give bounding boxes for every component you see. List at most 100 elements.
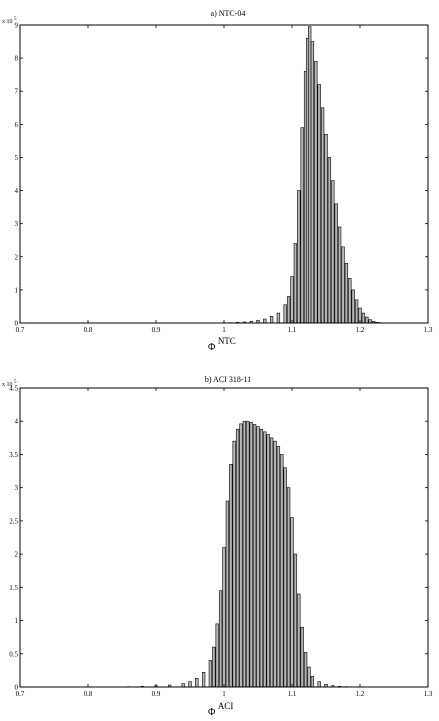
panel-b-xlabel-symbol: Φ	[208, 707, 215, 718]
panel-b-y-tick-label: 4.5	[9, 385, 18, 393]
panel-b-y-tick-label: 2.5	[9, 517, 18, 525]
panel-b-bar	[273, 440, 277, 688]
panel-a-bar	[263, 318, 267, 324]
panel-a-y-tick-label: 3	[15, 220, 19, 228]
panel-b-x-tick-label: 0.7	[16, 690, 25, 698]
panel-b-ticks: 0.7 0.8 0.9 1 1.1 1.2 1.3 0 0.5 1 1.5 2 2.5 3 3.5 4 4.5	[9, 385, 433, 699]
panel-a-bar	[320, 107, 325, 324]
panel-b-bar	[256, 426, 260, 688]
panel-a-bar	[354, 299, 359, 324]
panel-b-x-tick-label: 1.1	[288, 690, 297, 698]
panel-b-bar	[310, 676, 315, 688]
panel-b-y-multiplier-exp: 5	[14, 380, 17, 385]
panel-b-x-tick-label: 0.8	[84, 690, 93, 698]
panel-a-bar	[344, 263, 349, 324]
panel-b-bars	[127, 420, 349, 688]
panel-b-bar	[317, 681, 321, 688]
panel-b-bar	[283, 467, 287, 688]
panel-b-x-tick-label: 1.3	[424, 690, 433, 698]
panel-a-bar	[269, 316, 274, 324]
panel-a-y-tick-label: 1	[15, 286, 19, 294]
panel-b-bar	[259, 428, 264, 688]
panel-b-y-multiplier-base: x 10	[2, 382, 13, 388]
panel-a-bar	[276, 312, 281, 324]
panel-a-axes-box	[19, 24, 429, 324]
panel-b-bar	[286, 487, 291, 688]
panel-b-bar	[195, 678, 199, 688]
panel-b-bar	[252, 424, 257, 688]
panel-a-bar	[337, 226, 342, 324]
panel-b-bar	[242, 420, 247, 688]
panel-b-y-multiplier: x 10 5	[2, 380, 17, 388]
panel-b-bar	[235, 428, 240, 688]
panel-a-bar	[341, 246, 345, 324]
panel-a-bar	[351, 289, 355, 324]
panel-a-bar	[283, 304, 287, 324]
panel-a-y-tick-label: 6	[15, 121, 19, 129]
panel-a-bar	[334, 203, 338, 324]
panel-b-bar	[188, 681, 192, 688]
panel-b-title: b) ACI 318-11	[205, 375, 251, 384]
panel-a-y-tick-label: 8	[15, 55, 19, 63]
panel-a: a) NTC-04 x 10 5 0.7 0.8 0.9 1 1.1 1.2 1.3 0 1 2 3…	[2, 9, 433, 353]
panel-a-y-multiplier: x 10 5	[2, 17, 17, 25]
panel-a-x-tick-label: 1	[222, 326, 226, 334]
panel-a-x-tick-label: 0.8	[84, 326, 93, 334]
panel-a-y-multiplier-exp: 5	[14, 17, 17, 22]
panel-b-bar	[225, 500, 230, 688]
panel-a-y-tick-label: 0	[15, 320, 19, 328]
panel-a-title: a) NTC-04	[211, 9, 246, 18]
panel-a-xlabel-superscript: NTC	[218, 336, 236, 346]
panel-b-bar	[208, 660, 213, 688]
panel-a-bar	[348, 277, 352, 324]
panel-a-x-tick-label: 0.7	[16, 326, 25, 334]
panel-b-y-tick-label: 2	[15, 551, 19, 559]
panel-b-bar	[266, 434, 270, 688]
panel-a-bar	[327, 157, 332, 324]
panel-b-bar	[276, 446, 281, 688]
panel-b-x-tick-label: 1	[222, 690, 226, 698]
panel-a-x-tick-label: 0.9	[152, 326, 161, 334]
panel-a-bar	[297, 190, 301, 324]
panel-a-bar	[317, 84, 321, 324]
panel-a-y-tick-label: 7	[15, 88, 19, 96]
panel-b: b) ACI 318-11 x 10 5 0.7 0.8 0.9 1 1.1 1.2 1.3…	[2, 375, 433, 718]
panel-b-bar	[222, 547, 226, 688]
panel-b-y-tick-label: 1.5	[9, 584, 18, 592]
panel-b-y-tick-label: 0	[15, 684, 19, 692]
panel-a-bar	[361, 312, 366, 324]
panel-b-bar	[239, 423, 243, 688]
panel-a-bar	[293, 243, 298, 324]
panel-a-bar	[290, 276, 294, 324]
panel-a-bar	[300, 127, 304, 324]
panel-a-ticks: 0.7 0.8 0.9 1 1.1 1.2 1.3 0 1 2 3 4 5 6 7 8 9	[15, 22, 433, 335]
panel-b-bar	[246, 420, 250, 688]
panel-b-xlabel-superscript: ACI	[218, 701, 234, 711]
panel-a-y-tick-label: 2	[15, 253, 19, 261]
panel-b-bar	[229, 464, 233, 688]
panel-b-bar	[300, 626, 304, 688]
panel-b-y-tick-label: 4	[15, 418, 19, 426]
panel-a-bar	[286, 296, 291, 324]
panel-b-x-tick-label: 1.2	[356, 690, 365, 698]
panel-b-bar	[232, 440, 236, 688]
panel-b-bar	[280, 454, 284, 688]
panel-b-bar	[297, 593, 301, 688]
panel-b-bar	[249, 422, 253, 688]
panel-b-bar	[290, 517, 294, 688]
panel-a-xlabel: Φ NTC	[208, 336, 236, 353]
panel-a-bar	[331, 180, 335, 324]
panel-b-bar	[218, 590, 223, 688]
panel-a-bar	[365, 316, 369, 324]
panel-a-bar	[324, 133, 328, 324]
panel-b-bar	[307, 666, 311, 688]
panel-a-y-tick-label: 9	[15, 22, 19, 30]
panel-a-y-tick-label: 5	[15, 154, 19, 162]
panel-a-y-multiplier-base: x 10	[2, 19, 13, 25]
panel-b-xlabel: Φ ACI	[208, 701, 233, 718]
panel-a-y-tick-label: 4	[15, 187, 19, 195]
panel-a-x-tick-label: 1.1	[288, 326, 297, 334]
panel-b-bar	[293, 553, 298, 688]
panel-a-bar	[314, 61, 318, 324]
